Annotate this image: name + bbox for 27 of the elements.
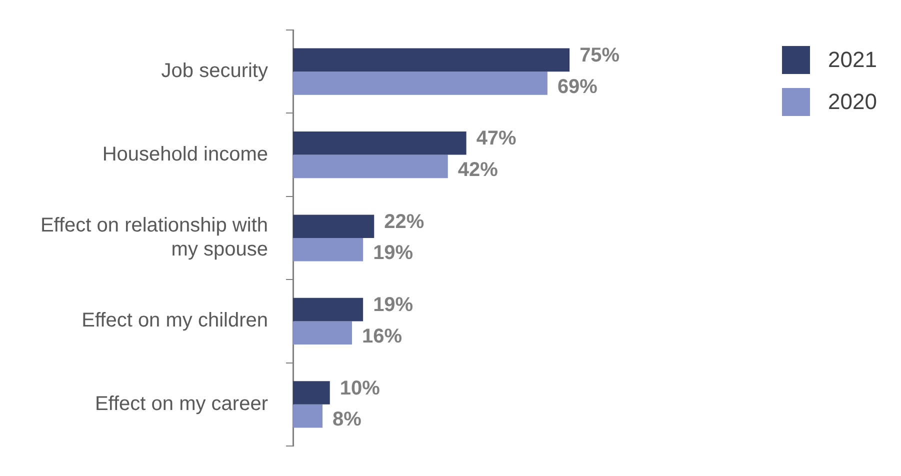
bar (293, 72, 548, 95)
data-label: 19% (373, 294, 414, 316)
data-label: 16% (362, 325, 402, 348)
data-label: 10% (340, 377, 380, 400)
data-label: 69% (557, 76, 598, 98)
y-tick-label: Effect on my children (82, 310, 268, 332)
bar (293, 381, 330, 404)
data-label: 8% (332, 408, 362, 431)
bar (293, 298, 364, 322)
bar (293, 238, 364, 262)
data-label: 42% (458, 158, 498, 181)
legend-label: 2020 (828, 89, 877, 115)
data-label: 75% (580, 44, 620, 66)
data-label: 22% (384, 210, 424, 233)
bar (293, 154, 448, 178)
y-tick-label: Effect on my career (94, 392, 268, 415)
bar (293, 214, 374, 238)
bar (293, 404, 322, 428)
y-tick-label: Job security (161, 60, 268, 82)
bar (293, 48, 570, 72)
bar (293, 321, 352, 344)
y-tick-label: Effect on relationship with my spouse (40, 214, 268, 261)
y-tick-label: Household income (102, 143, 268, 166)
bar (293, 132, 466, 155)
legend-label: 2021 (828, 47, 877, 73)
data-label: 47% (476, 128, 517, 150)
data-label: 19% (373, 242, 414, 264)
